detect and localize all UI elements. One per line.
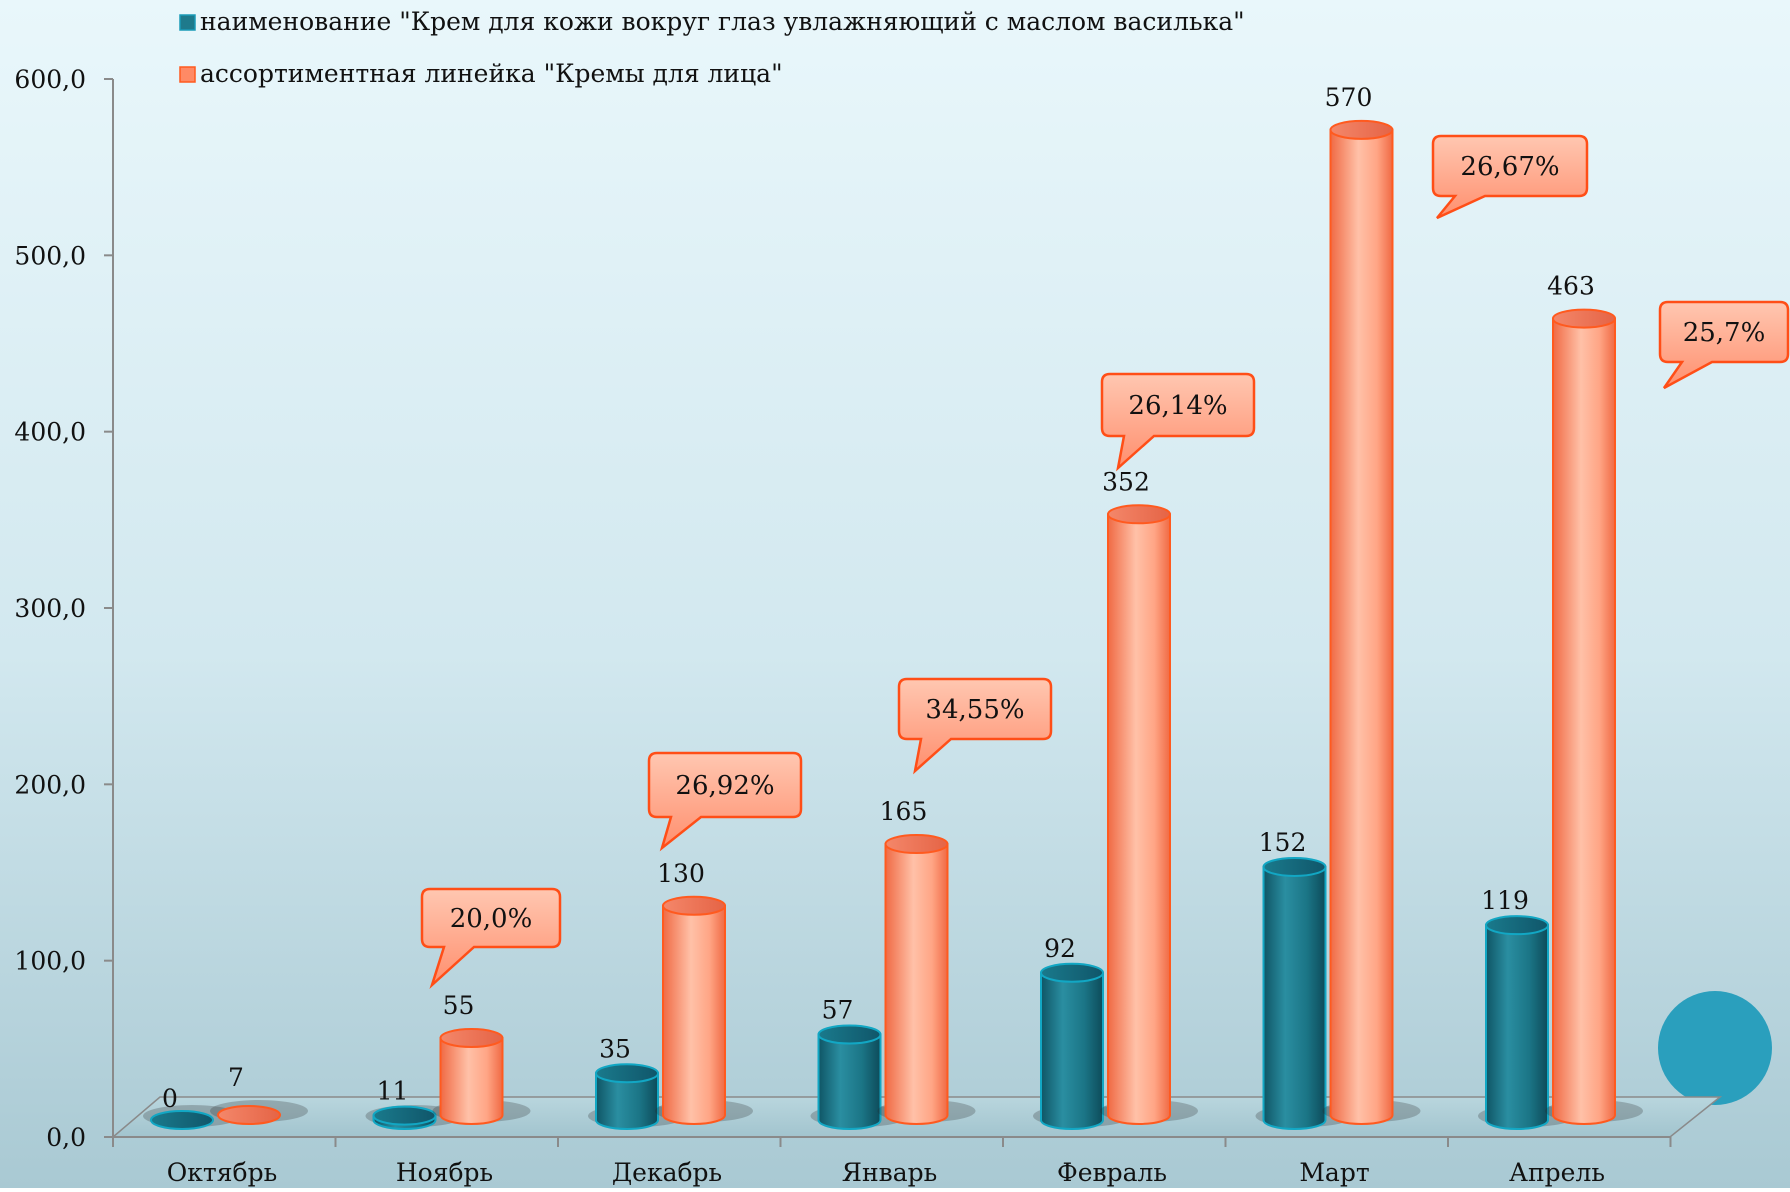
data-label-product: 92	[1044, 934, 1076, 963]
bar-line	[655, 895, 753, 1125]
x-tick-label: Апрель	[1509, 1158, 1605, 1187]
percent-callout: 25,7%	[1658, 300, 1790, 390]
data-label-product: 35	[599, 1034, 631, 1063]
legend-label: ассортиментная линейка "Кремы для лица"	[200, 59, 783, 88]
bar-line	[1100, 504, 1198, 1125]
callout-text: 26,14%	[1128, 391, 1227, 421]
callout-bubble	[647, 751, 803, 852]
percent-callout: 34,55%	[897, 677, 1053, 775]
callout-bubble	[420, 887, 562, 990]
callout-bubble	[1100, 372, 1256, 472]
data-label-product: 0	[162, 1084, 178, 1113]
data-label-line: 165	[880, 797, 928, 826]
x-tick-label: Март	[1299, 1158, 1369, 1187]
x-tick-label: Январь	[842, 1158, 937, 1187]
data-label-product: 119	[1481, 886, 1529, 915]
callout-text: 26,92%	[675, 771, 774, 801]
percent-callout: 26,92%	[647, 751, 803, 852]
bar-product	[1255, 856, 1354, 1130]
x-tick-label: Декабрь	[612, 1158, 722, 1187]
bar-line	[877, 834, 976, 1125]
legend-item: ассортиментная линейка "Кремы для лица"	[179, 59, 783, 88]
data-label-line: 463	[1547, 272, 1595, 301]
legend-swatch	[179, 14, 196, 31]
y-tick-label: 400,0	[14, 418, 86, 447]
legend-item: наименование "Крем для кожи вокруг глаз …	[179, 7, 1245, 36]
bar-product	[1033, 962, 1131, 1130]
percent-callout: 26,14%	[1100, 372, 1256, 472]
bar-product	[365, 1105, 464, 1130]
y-tick-label: 500,0	[14, 241, 86, 270]
data-label-product: 11	[377, 1077, 409, 1106]
x-tick-label: Февраль	[1057, 1158, 1167, 1187]
bar-product	[588, 1063, 686, 1130]
y-tick-label: 0,0	[46, 1123, 86, 1152]
y-tick-label: 600,0	[14, 65, 86, 94]
bar-line	[210, 1100, 308, 1125]
y-tick-label: 300,0	[14, 594, 86, 623]
bar-line	[432, 1028, 531, 1125]
callout-text: 26,67%	[1460, 152, 1559, 182]
bar-line	[1322, 119, 1421, 1125]
callout-bubble	[1658, 300, 1790, 390]
data-label-line: 55	[443, 991, 475, 1020]
y-tick-label: 200,0	[14, 770, 86, 799]
callout-bubble	[897, 677, 1053, 775]
x-tick-label: Октябрь	[167, 1158, 277, 1187]
data-label-line: 352	[1102, 467, 1150, 496]
percent-callout: 20,0%	[420, 887, 562, 990]
callout-bubble	[1431, 134, 1589, 220]
callout-text: 25,7%	[1683, 318, 1766, 348]
data-label-product: 57	[822, 995, 854, 1024]
bar-product	[1478, 915, 1576, 1130]
percent-callout: 26,67%	[1431, 134, 1589, 220]
legend-label: наименование "Крем для кожи вокруг глаз …	[200, 7, 1245, 36]
legend-swatch	[179, 66, 196, 83]
decorative-circle	[1658, 991, 1772, 1105]
callout-text: 34,55%	[925, 695, 1024, 725]
data-label-line: 7	[228, 1063, 244, 1092]
data-label-line: 130	[657, 859, 705, 888]
x-tick-label: Ноябрь	[396, 1158, 493, 1187]
y-tick-label: 100,0	[14, 947, 86, 976]
bar-product	[810, 1024, 909, 1130]
bar-line	[1545, 308, 1643, 1125]
data-label-product: 152	[1259, 828, 1307, 857]
bar-product	[143, 1105, 241, 1130]
data-label-line: 570	[1325, 83, 1373, 112]
callout-text: 20,0%	[450, 904, 533, 934]
